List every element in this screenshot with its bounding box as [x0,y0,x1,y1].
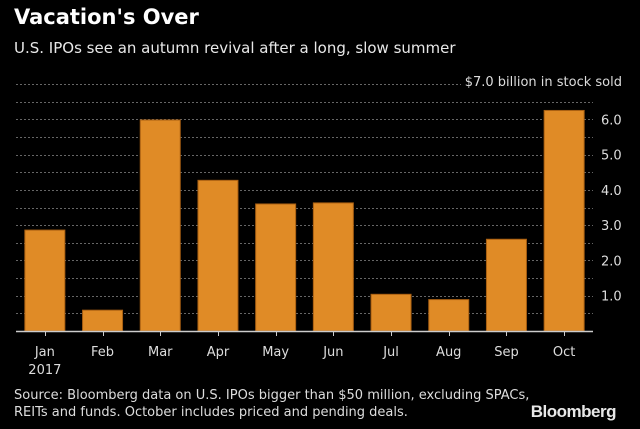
y-tick-label: 3.0 [601,219,622,234]
x-axis-labels: Jan 2017 Feb Mar Apr May Jun Jul Aug Sep Oct [28,345,575,378]
x-tick-label: May [262,345,289,360]
y-tick-label: 4.0 [601,184,622,199]
bloomberg-logo: Bloomberg [530,402,617,421]
bar-sep [485,238,527,332]
x-tick-label: Apr [207,345,230,360]
bar-aug [428,299,470,332]
x-tick-label: Mar [148,345,173,360]
bar-jan [24,229,66,332]
bar-jun [312,202,354,332]
x-tick-label: Oct [553,345,575,360]
y-tick-label: 5.0 [601,149,622,164]
bar-feb [82,309,124,332]
bar-oct [543,109,585,332]
x-tick-sublabel: 2017 [28,363,61,378]
source-note: Source: Bloomberg data on U.S. IPOs bigg… [14,388,530,420]
y-tick-label: 1.0 [601,290,622,305]
x-tick-label: Aug [436,345,461,360]
x-tick-label: Sep [494,345,519,360]
y-tick-label: 6.0 [601,113,622,128]
chart-subtitle: U.S. IPOs see an autumn revival after a … [14,39,456,57]
y-axis-labels: 1.0 2.0 3.0 4.0 5.0 6.0 [601,113,622,304]
x-tick-label: Feb [91,345,114,360]
unit-label: $7.0 billion in stock sold [460,75,622,90]
x-tick-label: Jan [34,345,55,360]
bar-mar [139,119,181,332]
bar-apr [197,179,239,332]
y-tick-label: 2.0 [601,254,622,269]
x-tick-label: Jul [382,345,399,360]
bar-jul [370,293,412,332]
x-tick-label: Jun [322,345,343,360]
x-axis [16,330,593,336]
chart-title: Vacation's Over [14,5,199,29]
gridlines [16,84,593,314]
bars [24,109,585,332]
bar-may [255,203,297,332]
